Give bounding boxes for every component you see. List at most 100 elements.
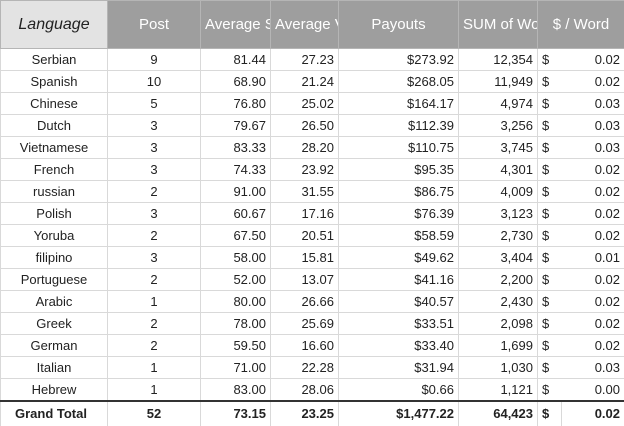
table-cell: 21.24	[271, 71, 339, 93]
table-cell: 1	[108, 379, 201, 401]
table-cell: 28.20	[271, 137, 339, 159]
table-cell: 80.00	[201, 291, 271, 313]
table-cell: 0.03	[562, 115, 624, 137]
table-cell: 83.33	[201, 137, 271, 159]
table-cell: 0.00	[562, 379, 624, 401]
table-cell: Yoruba	[1, 225, 108, 247]
table-cell: 4,974	[459, 93, 538, 115]
table-cell: $273.92	[339, 49, 459, 71]
table-cell: 3	[108, 203, 201, 225]
total-cell: 0.02	[562, 401, 624, 426]
table-cell: 10	[108, 71, 201, 93]
table-cell: $76.39	[339, 203, 459, 225]
table-cell: 0.02	[562, 159, 624, 181]
table-cell: 3	[108, 115, 201, 137]
table-cell: 4,009	[459, 181, 538, 203]
table-cell: 28.06	[271, 379, 339, 401]
table-cell: 2,730	[459, 225, 538, 247]
total-cell: $	[538, 401, 562, 426]
table-cell: 0.02	[562, 49, 624, 71]
table-cell: $164.17	[339, 93, 459, 115]
table-cell: $	[538, 49, 562, 71]
table-cell: russian	[1, 181, 108, 203]
table-cell: 0.02	[562, 203, 624, 225]
table-cell: $	[538, 181, 562, 203]
table-cell: 3,256	[459, 115, 538, 137]
table-cell: $33.51	[339, 313, 459, 335]
table-cell: 83.00	[201, 379, 271, 401]
table-cell: $	[538, 93, 562, 115]
table-cell: 0.02	[562, 269, 624, 291]
table-cell: 60.67	[201, 203, 271, 225]
table-cell: 1,030	[459, 357, 538, 379]
table-cell: 3,745	[459, 137, 538, 159]
table-cell: 3	[108, 247, 201, 269]
table-cell: $	[538, 335, 562, 357]
table-cell: Italian	[1, 357, 108, 379]
table-cell: $41.16	[339, 269, 459, 291]
table-cell: 0.02	[562, 71, 624, 93]
table-cell: 13.07	[271, 269, 339, 291]
total-cell: 52	[108, 401, 201, 426]
total-cell: 23.25	[271, 401, 339, 426]
table-cell: 78.00	[201, 313, 271, 335]
table-cell: 17.16	[271, 203, 339, 225]
table-cell: 79.67	[201, 115, 271, 137]
table-cell: 1	[108, 291, 201, 313]
table-cell: 2	[108, 313, 201, 335]
table-cell: 1,699	[459, 335, 538, 357]
table-cell: 0.02	[562, 291, 624, 313]
table-cell: 27.23	[271, 49, 339, 71]
table-cell: $	[538, 137, 562, 159]
table-cell: $	[538, 291, 562, 313]
table-cell: 0.02	[562, 225, 624, 247]
table-cell: 52.00	[201, 269, 271, 291]
table-cell: 59.50	[201, 335, 271, 357]
table-cell: 71.00	[201, 357, 271, 379]
total-cell: 64,423	[459, 401, 538, 426]
table-cell: 12,354	[459, 49, 538, 71]
header-cell: Average Scores	[201, 1, 271, 49]
table-cell: $0.66	[339, 379, 459, 401]
table-cell: 58.00	[201, 247, 271, 269]
table-cell: $	[538, 159, 562, 181]
table-cell: $95.35	[339, 159, 459, 181]
table-cell: 16.60	[271, 335, 339, 357]
table-cell: 5	[108, 93, 201, 115]
table-cell: 11,949	[459, 71, 538, 93]
table-cell: filipino	[1, 247, 108, 269]
table-cell: $	[538, 71, 562, 93]
table-cell: $31.94	[339, 357, 459, 379]
table-cell: 0.02	[562, 181, 624, 203]
table-cell: 2,430	[459, 291, 538, 313]
table-cell: 23.92	[271, 159, 339, 181]
table-cell: Dutch	[1, 115, 108, 137]
table-cell: 22.28	[271, 357, 339, 379]
table-cell: Portuguese	[1, 269, 108, 291]
table-cell: $33.40	[339, 335, 459, 357]
table-cell: 91.00	[201, 181, 271, 203]
table-cell: $	[538, 357, 562, 379]
header-cell: SUM of Words	[459, 1, 538, 49]
table-cell: $86.75	[339, 181, 459, 203]
table-cell: 2	[108, 269, 201, 291]
table-cell: 2,098	[459, 313, 538, 335]
table-cell: 25.69	[271, 313, 339, 335]
header-cell: Average Voting	[271, 1, 339, 49]
header-cell: Post	[108, 1, 201, 49]
total-cell: 73.15	[201, 401, 271, 426]
table-cell: 0.02	[562, 335, 624, 357]
table-cell: 2	[108, 335, 201, 357]
